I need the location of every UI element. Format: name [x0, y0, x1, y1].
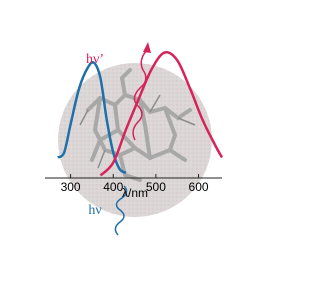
x-tick-label: 500 — [146, 180, 166, 194]
excitation-arrow — [114, 185, 128, 236]
arrowhead — [143, 42, 151, 53]
emission-arrow — [132, 49, 148, 141]
x-tick-label: 600 — [189, 180, 209, 194]
x-axis-label: λ/nm — [122, 186, 148, 200]
chart: λ/nm 300 400 500 600 hν hν’ — [45, 42, 224, 236]
molecule-detail — [79, 94, 196, 169]
x-tick-label: 300 — [61, 180, 81, 194]
x-tick-label: 400 — [103, 180, 123, 194]
series-label: hν’ — [86, 52, 104, 67]
series-label: hν — [88, 203, 101, 218]
spectrum-line — [99, 50, 224, 177]
